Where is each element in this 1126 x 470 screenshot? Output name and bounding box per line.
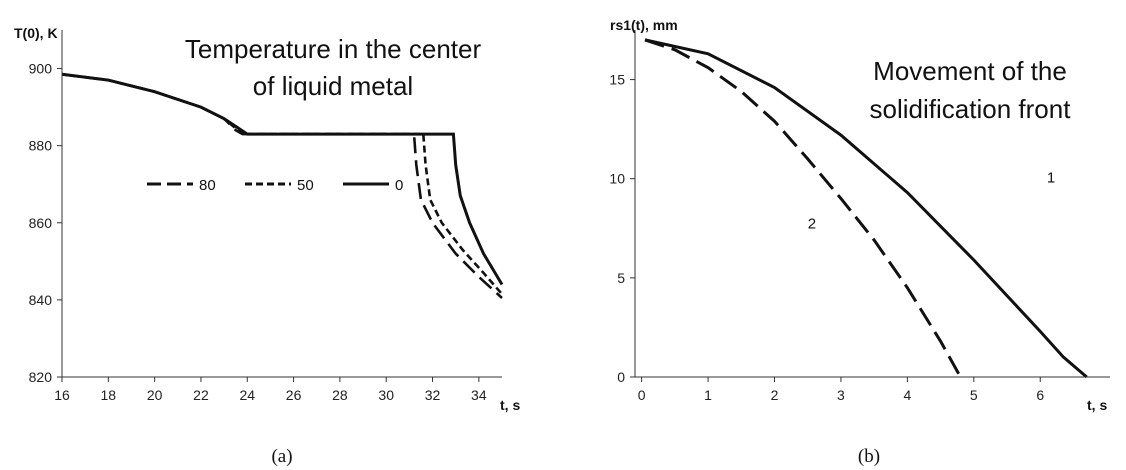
panel-a-y-tick-label: 860	[29, 215, 53, 231]
panel-b-x-tick-label: 2	[771, 387, 779, 403]
panel-b-chart: 0 1 2 3 4 5 6 0 5 10 15 rs1(t), mm t, s Movement o…	[609, 17, 1110, 467]
panel-a-x-tick-label: 34	[471, 387, 487, 403]
panel-a-x-tick-label: 26	[286, 387, 302, 403]
panel-a-y-tick-label: 880	[29, 138, 53, 154]
panel-a-x-tick-label: 28	[332, 387, 348, 403]
panel-b-series-line-1	[644, 38, 1088, 379]
panel-b-x-tick-label: 3	[837, 387, 845, 403]
panel-b-y-tick-label: 5	[617, 270, 625, 286]
panel-a-label: (a)	[271, 446, 292, 467]
panel-a-x-tick-label: 24	[239, 387, 255, 403]
panel-b-x-tick-label: 4	[903, 387, 911, 403]
panel-b-x-tick-label: 0	[638, 387, 646, 403]
panel-a-legend: 80 50 0	[147, 177, 403, 194]
panel-b-curve-label-1: 1	[1047, 170, 1055, 187]
panel-a-y-tick-label: 840	[29, 292, 53, 308]
panel-a-x-tick-label: 20	[147, 387, 163, 403]
panel-b-y-tick-label: 0	[617, 369, 625, 385]
panel-a-annotation-line-2: of liquid metal	[253, 71, 413, 101]
panel-a-legend-label-80: 80	[199, 177, 216, 194]
panel-a-x-tick-label: 18	[101, 387, 117, 403]
panel-b-x-tick-label: 5	[970, 387, 978, 403]
panel-b-curve-label-2: 2	[808, 215, 816, 232]
panel-b-x-axis-label: t, s	[1087, 397, 1107, 413]
panel-a-x-tick-label: 30	[378, 387, 394, 403]
panel-a-x-axis-label: t, s	[500, 397, 520, 413]
panel-b-label: (b)	[858, 446, 880, 467]
panel-a-x-tick-label: 32	[425, 387, 441, 403]
panel-a-annotation-line-1: Temperature in the center	[185, 34, 482, 64]
panel-a-y-axis-label: T(0), K	[14, 25, 58, 41]
panel-a-series-line-0	[61, 72, 504, 286]
panel-a-legend-label-0: 0	[395, 177, 403, 194]
panel-b-series-group	[644, 38, 1088, 379]
panel-b-y-tick-label: 10	[609, 171, 625, 187]
panel-a-y-tick-label: 900	[29, 61, 53, 77]
panel-a-y-tick-label: 820	[29, 369, 53, 385]
panel-b-annotation-line-1: Movement of the	[873, 56, 1067, 86]
panel-b-x-tick-label: 1	[704, 387, 712, 403]
panel-a-series-group	[61, 72, 504, 299]
panel-a-chart: 16 18 20 22 24 26 28 30 32 34 820 840 860 880 900 T(0)…	[14, 25, 520, 467]
panel-b-annotation-line-2: solidification front	[870, 94, 1072, 124]
panel-a-x-tick-label: 22	[193, 387, 209, 403]
panel-b-x-tick-label: 6	[1036, 387, 1044, 403]
panel-a-legend-label-50: 50	[297, 177, 314, 194]
panel-a-x-tick-label: 16	[54, 387, 70, 403]
panel-b-series-line-2	[644, 38, 962, 378]
panel-a-series-line-80	[61, 73, 503, 299]
panel-b-y-tick-label: 15	[609, 72, 625, 88]
panel-b-y-axis-label: rs1(t), mm	[610, 17, 678, 33]
